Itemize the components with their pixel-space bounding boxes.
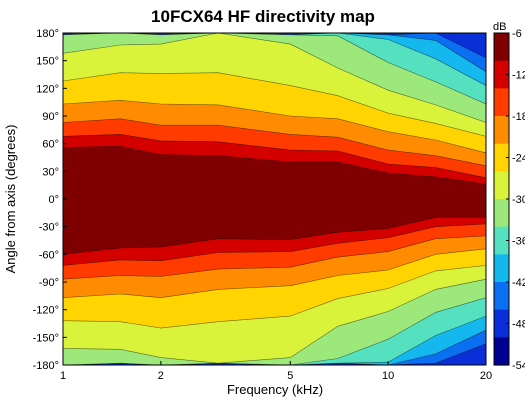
y-tick-label: -60° xyxy=(39,249,59,261)
y-tick-label: -30° xyxy=(39,222,59,234)
y-tick-label: 0° xyxy=(48,194,59,206)
colorbar-segment xyxy=(494,116,509,145)
colorbar-segment xyxy=(494,33,509,62)
x-axis-label: Frequency (kHz) xyxy=(227,382,323,397)
x-tick-label: 5 xyxy=(287,370,293,382)
colorbar-segment xyxy=(494,88,509,117)
colorbar-tick-label: -24 xyxy=(512,153,525,165)
colorbar-ticks: -6 -12 -18 -24 -30 -36 -42 -48 -54 xyxy=(506,28,525,372)
colorbar-tick-label: -48 xyxy=(512,319,525,331)
colorbar-segment xyxy=(494,337,509,366)
x-axis-ticks: 1 2 5 10 20 xyxy=(60,361,492,382)
colorbar-segment xyxy=(494,199,509,228)
y-tick-label: 90° xyxy=(42,111,59,123)
plot-area xyxy=(62,32,487,366)
y-tick-label: 30° xyxy=(42,166,59,178)
colorbar-tick-label: -18 xyxy=(512,111,525,123)
contour-bands xyxy=(62,32,487,366)
colorbar-segment xyxy=(494,60,509,89)
y-tick-label: -150° xyxy=(33,332,59,344)
colorbar-segment xyxy=(494,143,509,172)
colorbar: dB -6 -12 -18 -24 -30 -36 -42 -48 -54 xyxy=(493,21,525,372)
colorbar-tick-label: -30 xyxy=(512,194,525,206)
y-tick-label: -180° xyxy=(33,360,59,372)
x-tick-label: 10 xyxy=(382,370,394,382)
x-tick-label: 20 xyxy=(480,370,492,382)
y-tick-label: 60° xyxy=(42,139,59,151)
x-tick-label: 1 xyxy=(60,370,66,382)
y-tick-label: 180° xyxy=(36,28,59,40)
colorbar-segment xyxy=(494,254,509,283)
y-tick-label: -120° xyxy=(33,305,59,317)
colorbar-tick-label: -6 xyxy=(512,28,522,40)
x-tick-label: 2 xyxy=(158,370,164,382)
chart-title: 10FCX64 HF directivity map xyxy=(151,7,375,26)
colorbar-gradient xyxy=(494,33,509,366)
colorbar-tick-label: -36 xyxy=(512,236,525,248)
colorbar-tick-label: -12 xyxy=(512,70,525,82)
y-tick-label: 120° xyxy=(36,83,59,95)
colorbar-segment xyxy=(494,171,509,200)
y-axis-label: Angle from axis (degrees) xyxy=(3,125,18,274)
colorbar-segment xyxy=(494,226,509,255)
colorbar-segment xyxy=(494,309,509,338)
colorbar-tick-label: -42 xyxy=(512,277,525,289)
y-axis-ticks: 180° 150° 120° 90° 60° 30° 0° -30° -60° -90° -120°… xyxy=(33,28,67,372)
colorbar-tick-label: -54 xyxy=(512,360,525,372)
y-tick-label: 150° xyxy=(36,56,59,68)
colorbar-unit-label: dB xyxy=(493,21,506,33)
y-tick-label: -90° xyxy=(39,277,59,289)
colorbar-segment xyxy=(494,282,509,311)
